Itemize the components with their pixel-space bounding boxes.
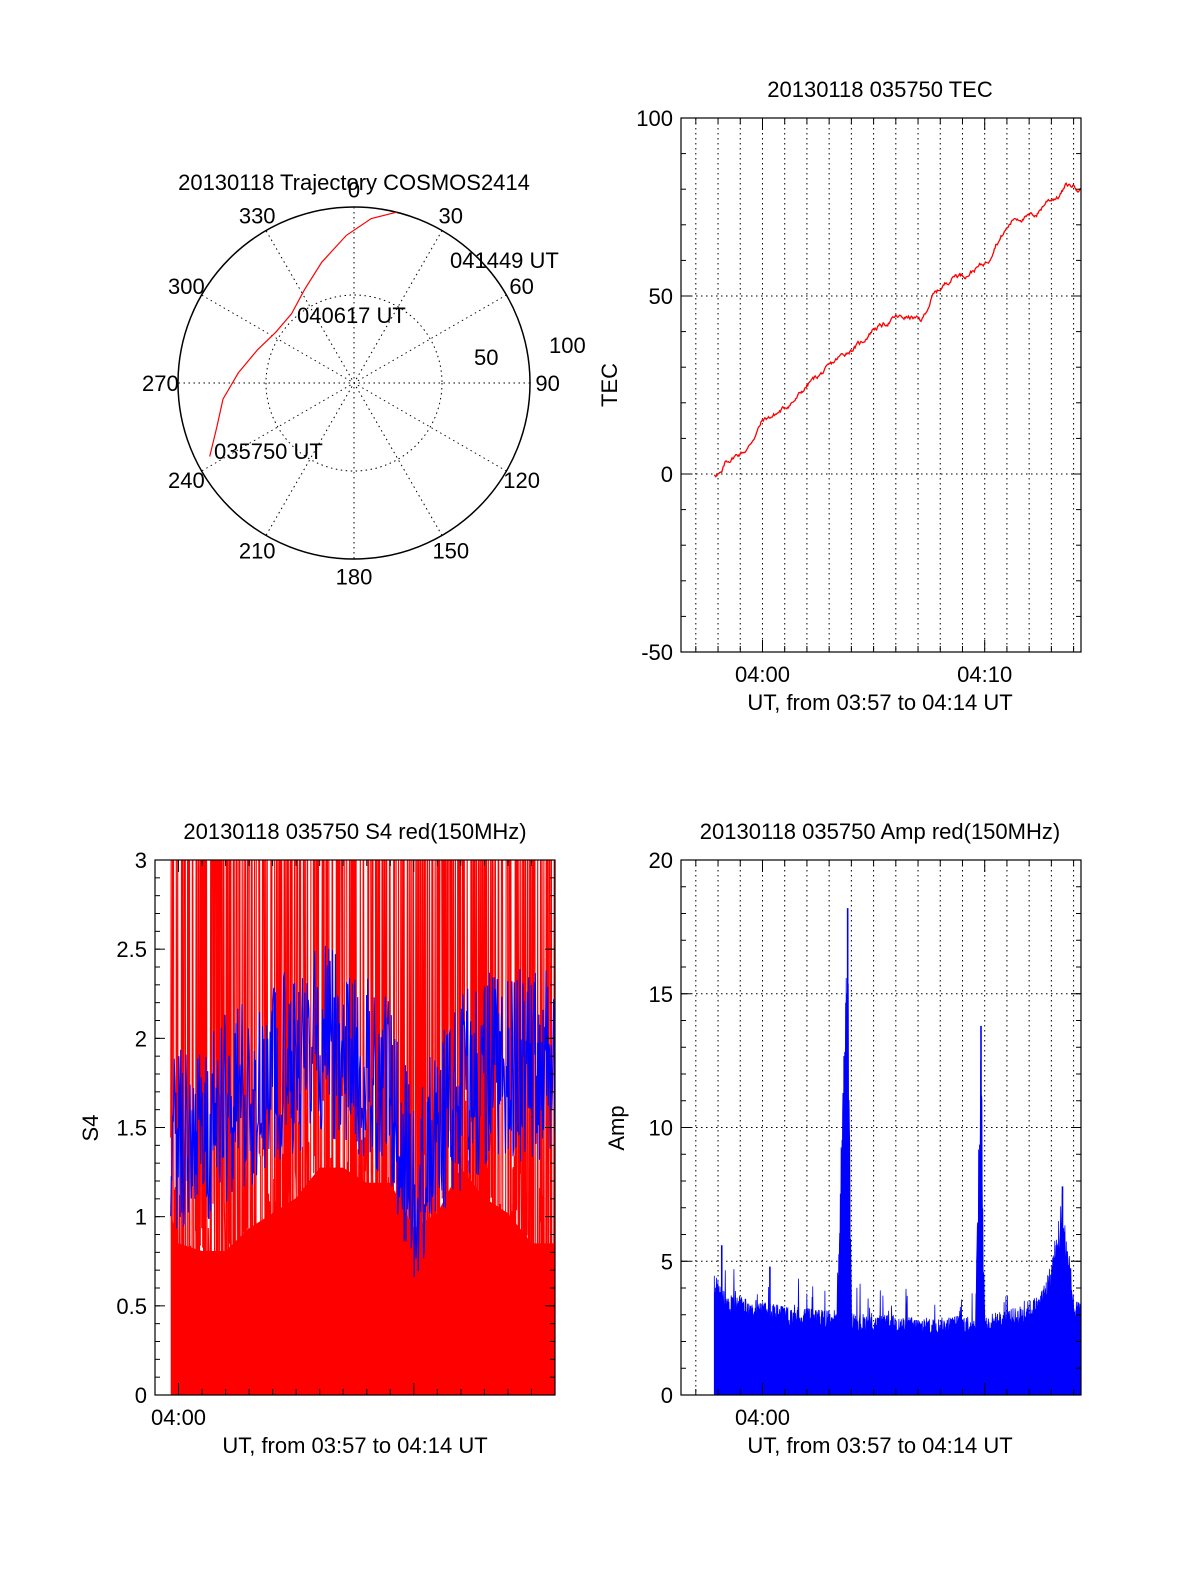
tec-ylabel: TEC: [597, 363, 622, 407]
polar-angle-label-90: 90: [535, 371, 559, 396]
amp-title: 20130118 035750 Amp red(150MHz): [700, 819, 1060, 844]
tec-xtick-label: 04:10: [957, 662, 1012, 687]
amp-xtick-label: 04:00: [735, 1405, 790, 1430]
amp-ylabel: Amp: [604, 1105, 629, 1150]
polar-annotation-start-time: 035750 UT: [214, 439, 323, 464]
tec-ytick-label: 100: [636, 106, 673, 131]
tec-frame: [680, 117, 1082, 653]
s4-series: [170, 860, 555, 1395]
s4-ytick-label: 3: [135, 848, 147, 873]
polar-angle-label-210: 210: [239, 539, 276, 564]
tec-series: [713, 182, 1082, 478]
polar-angle-label-150: 150: [432, 539, 469, 564]
s4-ytick-label: 1.5: [116, 1116, 147, 1141]
s4-ytick-label: 2.5: [116, 937, 147, 962]
amp-ytick-label: 20: [649, 848, 673, 873]
tec-grid: [681, 118, 1081, 652]
tec-line: [713, 182, 1082, 478]
polar-annotation-mid-time: 040617 UT: [297, 303, 406, 328]
polar-angle-label-240: 240: [168, 468, 205, 493]
polar-angle-label-300: 300: [168, 274, 205, 299]
s4-title: 20130118 035750 S4 red(150MHz): [183, 819, 526, 844]
polar-angle-label-330: 330: [239, 203, 276, 228]
polar-angle-label-30: 30: [439, 203, 463, 228]
s4-ytick-label: 0.5: [116, 1294, 147, 1319]
polar-ring-50: [265, 294, 443, 472]
amp-ytick-label: 15: [649, 982, 673, 1007]
s4-ytick-label: 2: [135, 1026, 147, 1051]
polar-radial-label-50: 50: [474, 345, 498, 370]
polar-plot: 20130118 Trajectory COSMOS2414 0 30 60 90 12…: [142, 170, 586, 590]
amp-series: [713, 908, 1082, 1396]
tec-ticks: -50 0 50 100 04:00 04:10: [636, 106, 1081, 687]
polar-radial-label-100: 100: [549, 333, 586, 358]
tec-ytick-label: 50: [649, 284, 673, 309]
amp-ytick-label: 5: [661, 1249, 673, 1274]
s4-blue-line: [170, 945, 555, 1278]
polar-annotation-end-time: 041449 UT: [450, 248, 559, 273]
amp-xlabel: UT, from 03:57 to 04:14 UT: [747, 1433, 1012, 1458]
s4-xlabel: UT, from 03:57 to 04:14 UT: [222, 1433, 487, 1458]
s4-ytick-label: 1: [135, 1205, 147, 1230]
polar-angle-label-120: 120: [503, 468, 540, 493]
polar-grid: [178, 207, 530, 559]
s4-ticks: 0 0.5 1 1.5 2 2.5 3 04:00: [116, 848, 556, 1430]
polar-angle-labels: 0 30 60 90 120 150 180 210 240 270 300 330: [142, 177, 560, 589]
polar-angle-label-180: 180: [336, 565, 373, 590]
polar-angle-label-60: 60: [509, 274, 533, 299]
tec-ytick-label: 0: [661, 462, 673, 487]
amp-ytick-label: 0: [661, 1383, 673, 1408]
s4-clipped-series: [170, 860, 555, 1395]
s4-ylabel: S4: [78, 1115, 103, 1142]
amp-ticks: 0 5 10 15 20 04:00: [649, 848, 1081, 1430]
tec-xtick-label: 04:00: [735, 662, 790, 687]
s4-ytick-label: 0: [135, 1383, 147, 1408]
polar-spoke-150: [265, 230, 443, 536]
amp-ytick-label: 10: [649, 1116, 673, 1141]
polar-outer-circle: [177, 206, 531, 560]
polar-trajectory-line: [209, 211, 397, 457]
tec-title: 20130118 035750 TEC: [767, 77, 993, 102]
tec-xlabel: UT, from 03:57 to 04:14 UT: [747, 690, 1012, 715]
polar-title: 20130118 Trajectory COSMOS2414: [178, 170, 530, 195]
tec-ytick-label: -50: [641, 640, 673, 665]
polar-angle-label-270: 270: [142, 371, 179, 396]
s4-xtick-label: 04:00: [151, 1405, 206, 1430]
s4-plot: 20130118 035750 S4 red(150MHz) 0 0.5 1 1.5 2…: [78, 819, 556, 1458]
amp-signal: [713, 921, 1082, 1396]
polar-angle-label-0: 0: [348, 177, 360, 202]
amp-plot: 20130118 035750 Amp red(150MHz) 0 5 10 15 20…: [604, 819, 1082, 1458]
